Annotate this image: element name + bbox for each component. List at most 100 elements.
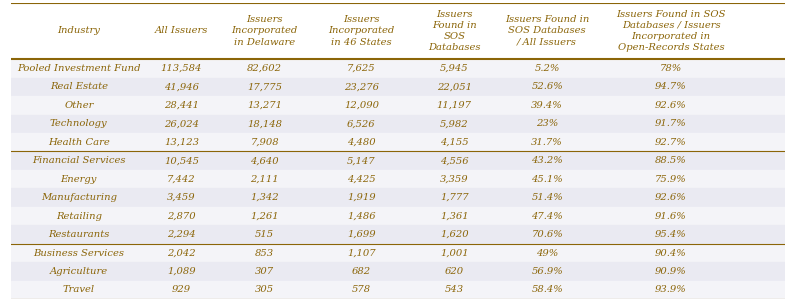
Text: 22,051: 22,051 <box>437 82 472 91</box>
Bar <box>11 170 785 188</box>
Text: 2,870: 2,870 <box>167 212 195 220</box>
Text: 23,276: 23,276 <box>344 82 379 91</box>
Text: 13,271: 13,271 <box>247 101 282 110</box>
Text: 5,945: 5,945 <box>440 64 469 73</box>
Text: 1,361: 1,361 <box>440 212 469 220</box>
Text: 78%: 78% <box>660 64 682 73</box>
Text: Issuers Found in
SOS Databases
/ All Issuers: Issuers Found in SOS Databases / All Iss… <box>505 15 589 47</box>
Text: 45.1%: 45.1% <box>531 175 563 184</box>
Text: 90.9%: 90.9% <box>655 267 687 276</box>
Text: 4,425: 4,425 <box>347 175 376 184</box>
Text: Pooled Investment Fund: Pooled Investment Fund <box>17 64 140 73</box>
Text: 5,147: 5,147 <box>347 156 376 165</box>
Text: 92.6%: 92.6% <box>655 101 687 110</box>
Text: 93.9%: 93.9% <box>655 285 687 294</box>
Text: 17,775: 17,775 <box>247 82 282 91</box>
Bar <box>11 133 785 152</box>
Text: 31.7%: 31.7% <box>531 138 563 147</box>
Text: 7,442: 7,442 <box>167 175 195 184</box>
Bar <box>11 59 785 78</box>
Text: 3,359: 3,359 <box>440 175 469 184</box>
Text: 18,148: 18,148 <box>247 119 282 128</box>
Text: Issuers Found in SOS
Databases / Issuers
Incorporated in
Open-Records States: Issuers Found in SOS Databases / Issuers… <box>616 10 726 52</box>
Text: Issuers
Incorporated
in 46 States: Issuers Incorporated in 46 States <box>329 15 395 47</box>
Text: Real Estate: Real Estate <box>50 82 108 91</box>
Text: 56.9%: 56.9% <box>531 267 563 276</box>
Text: 47.4%: 47.4% <box>531 212 563 220</box>
Text: All Issuers: All Issuers <box>154 27 208 35</box>
Text: 1,919: 1,919 <box>347 193 376 202</box>
Text: 5.2%: 5.2% <box>534 64 559 73</box>
Bar <box>11 262 785 281</box>
Text: 13,123: 13,123 <box>164 138 199 147</box>
Bar <box>11 3 785 59</box>
Text: 91.6%: 91.6% <box>655 212 687 220</box>
Text: 4,640: 4,640 <box>251 156 279 165</box>
Text: Energy: Energy <box>61 175 97 184</box>
Text: 90.4%: 90.4% <box>655 249 687 258</box>
Text: 7,908: 7,908 <box>251 138 279 147</box>
Text: Health Care: Health Care <box>48 138 110 147</box>
Text: 2,111: 2,111 <box>251 175 279 184</box>
Text: 26,024: 26,024 <box>164 119 199 128</box>
Text: 70.6%: 70.6% <box>531 230 563 239</box>
Text: 41,946: 41,946 <box>164 82 199 91</box>
Text: 88.5%: 88.5% <box>655 156 687 165</box>
Bar <box>11 114 785 133</box>
Text: Issuers
Incorporated
in Delaware: Issuers Incorporated in Delaware <box>232 15 298 47</box>
Text: 113,584: 113,584 <box>161 64 202 73</box>
Text: Travel: Travel <box>63 285 95 294</box>
Text: Issuers
Found in
SOS
Databases: Issuers Found in SOS Databases <box>428 10 481 52</box>
Text: 1,620: 1,620 <box>440 230 469 239</box>
Text: 2,294: 2,294 <box>167 230 195 239</box>
Text: Financial Services: Financial Services <box>32 156 125 165</box>
Text: Restaurants: Restaurants <box>48 230 110 239</box>
Text: 75.9%: 75.9% <box>655 175 687 184</box>
Text: 620: 620 <box>444 267 464 276</box>
Bar <box>11 188 785 207</box>
Bar <box>11 225 785 244</box>
Text: 1,261: 1,261 <box>251 212 279 220</box>
Bar <box>11 281 785 299</box>
Text: 2,042: 2,042 <box>167 249 195 258</box>
Text: 1,777: 1,777 <box>440 193 469 202</box>
Bar <box>11 78 785 96</box>
Text: 10,545: 10,545 <box>164 156 199 165</box>
Text: 39.4%: 39.4% <box>531 101 563 110</box>
Text: 1,342: 1,342 <box>251 193 279 202</box>
Text: 7,625: 7,625 <box>347 64 376 73</box>
Text: 23%: 23% <box>536 119 559 128</box>
Text: 43.2%: 43.2% <box>531 156 563 165</box>
Text: 52.6%: 52.6% <box>531 82 563 91</box>
Text: 3,459: 3,459 <box>167 193 195 202</box>
Text: Retailing: Retailing <box>56 212 102 220</box>
Text: Technology: Technology <box>50 119 108 128</box>
Text: 28,441: 28,441 <box>164 101 199 110</box>
Text: 4,480: 4,480 <box>347 138 376 147</box>
Text: 94.7%: 94.7% <box>655 82 687 91</box>
Text: 91.7%: 91.7% <box>655 119 687 128</box>
Text: 95.4%: 95.4% <box>655 230 687 239</box>
Text: 51.4%: 51.4% <box>531 193 563 202</box>
Text: 1,107: 1,107 <box>347 249 376 258</box>
Text: 682: 682 <box>351 267 371 276</box>
Text: 92.7%: 92.7% <box>655 138 687 147</box>
Text: 307: 307 <box>255 267 274 276</box>
Text: 543: 543 <box>444 285 464 294</box>
Text: Agriculture: Agriculture <box>50 267 108 276</box>
Text: Business Services: Business Services <box>33 249 125 258</box>
Text: 853: 853 <box>255 249 274 258</box>
Text: 515: 515 <box>255 230 274 239</box>
Text: 929: 929 <box>172 285 191 294</box>
Bar <box>11 207 785 225</box>
Text: 6,526: 6,526 <box>347 119 376 128</box>
Text: 1,089: 1,089 <box>167 267 195 276</box>
Text: 1,001: 1,001 <box>440 249 469 258</box>
Text: 82,602: 82,602 <box>247 64 282 73</box>
Text: Manufacturing: Manufacturing <box>41 193 117 202</box>
Text: 1,699: 1,699 <box>347 230 376 239</box>
Text: Industry: Industry <box>58 27 100 35</box>
Bar <box>11 244 785 262</box>
Text: 4,155: 4,155 <box>440 138 469 147</box>
Text: 305: 305 <box>255 285 274 294</box>
